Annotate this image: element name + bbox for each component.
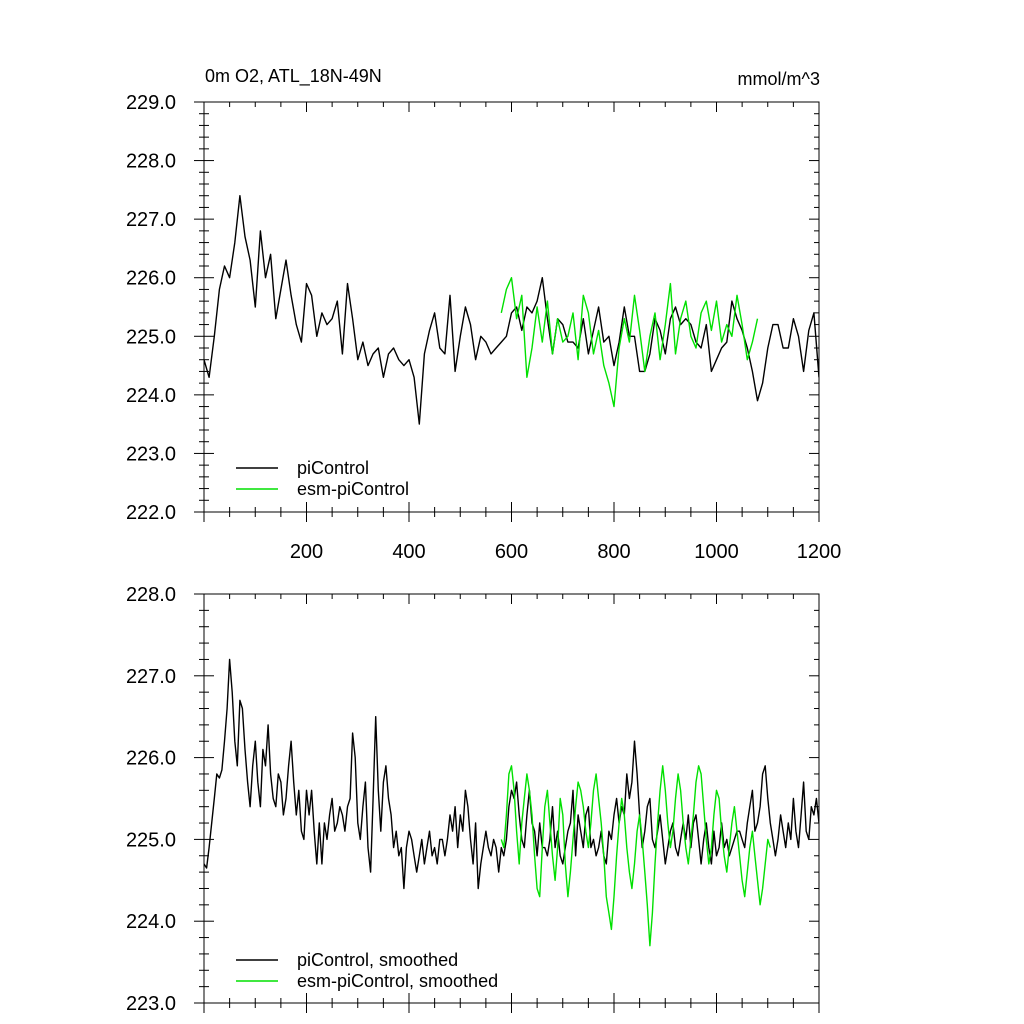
y-tick-label: 224.0	[126, 911, 176, 933]
x-tick-label: 200	[290, 541, 323, 563]
bottom-panel: 223.0 224.0 225.0 226.0 227.0 228.0 piControl,…	[126, 584, 820, 1015]
series-line-1	[500, 765, 771, 947]
top-panel: 200 400 600 800 1000 1200 222.0 223.0 224.0 225.0…	[126, 92, 841, 563]
series-line-0	[204, 658, 819, 890]
x-tick-label: 1200	[797, 541, 842, 563]
y-tick-label: 225.0	[126, 829, 176, 851]
y-tick-label: 223.0	[126, 993, 176, 1015]
y-tick-label: 226.0	[126, 268, 176, 290]
figure-title: 0m O2, ATL_18N-49N	[205, 66, 382, 87]
y-tick-label: 227.0	[126, 209, 176, 231]
y-tick-label: 224.0	[126, 385, 176, 407]
legend-label-1: esm-piControl	[297, 479, 409, 499]
series-line-1	[500, 277, 759, 408]
legend-label-1: esm-piControl, smoothed	[297, 971, 498, 991]
y-tick-label: 228.0	[126, 151, 176, 173]
x-tick-label: 1000	[694, 541, 739, 563]
x-tick-label: 400	[392, 541, 425, 563]
y-tick-label: 227.0	[126, 666, 176, 688]
y-tick-label: 222.0	[126, 502, 176, 524]
y-tick-label: 223.0	[126, 443, 176, 465]
plot-frame	[203, 101, 820, 513]
plot-frame	[203, 593, 820, 1004]
y-tick-label: 229.0	[126, 92, 176, 114]
y-tick-label: 226.0	[126, 748, 176, 770]
x-tick-label: 600	[495, 541, 528, 563]
series-line-0	[204, 194, 819, 425]
legend-label-0: piControl	[297, 458, 369, 478]
units-label: mmol/m^3	[738, 69, 820, 89]
y-tick-label: 225.0	[126, 326, 176, 348]
legend-label-0: piControl, smoothed	[297, 950, 458, 970]
x-tick-label: 800	[597, 541, 630, 563]
y-tick-label: 228.0	[126, 584, 176, 606]
